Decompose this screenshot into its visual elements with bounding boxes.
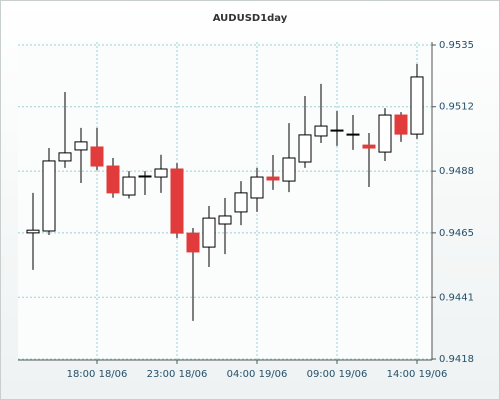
candle-body xyxy=(90,146,104,167)
y-tick-label: 0.9465 xyxy=(439,228,474,239)
candle-body xyxy=(202,217,216,248)
candle-body xyxy=(138,175,152,178)
candle-body xyxy=(234,192,248,213)
x-tick-label: 23:00 18/06 xyxy=(147,369,208,380)
candle-body xyxy=(378,114,392,153)
candle-body xyxy=(394,114,408,135)
candle-body xyxy=(266,176,280,181)
candle-body xyxy=(106,165,120,194)
y-tick-label: 0.9535 xyxy=(439,40,474,51)
candle-body xyxy=(42,160,56,232)
candle-body xyxy=(330,129,344,132)
x-tick-label: 18:00 18/06 xyxy=(67,369,128,380)
y-tick-label: 0.9512 xyxy=(439,102,474,113)
chart-title: AUDUSD1day xyxy=(213,13,288,24)
x-tick-label: 14:00 19/06 xyxy=(387,369,448,380)
x-tick-label: 04:00 19/06 xyxy=(227,369,288,380)
candle-body xyxy=(122,176,136,196)
y-tick-label: 0.9488 xyxy=(439,166,474,177)
candle-body xyxy=(218,215,232,225)
candle-body xyxy=(250,176,264,199)
y-tick-label: 0.9441 xyxy=(439,292,474,303)
candle-body xyxy=(298,134,312,163)
candle-body xyxy=(346,133,360,136)
candle-body xyxy=(170,168,184,234)
candle-body xyxy=(282,157,296,182)
candle-body xyxy=(410,76,424,135)
candle-body xyxy=(362,144,376,149)
plot-layer: 0.9418 0.9441 0.9465 0.9488 0.9512 0.9535 18:0… xyxy=(18,40,474,380)
candle-body xyxy=(26,229,40,234)
candle-body xyxy=(74,141,88,151)
candle-body xyxy=(58,152,72,162)
candle-body xyxy=(314,125,328,137)
x-tick-label: 09:00 19/06 xyxy=(307,369,368,380)
candle-body xyxy=(186,232,200,253)
y-tick-label: 0.9418 xyxy=(439,354,474,365)
candle-body xyxy=(154,168,168,178)
